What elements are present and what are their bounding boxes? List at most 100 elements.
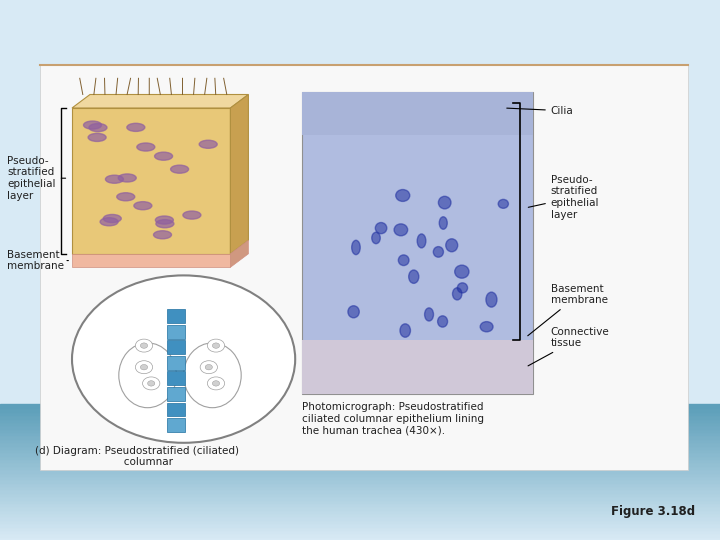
Bar [0,451,720,456]
Ellipse shape [498,199,508,208]
Ellipse shape [486,292,497,307]
Bar [0,478,720,483]
Ellipse shape [425,308,433,321]
Bar [0,532,720,537]
Bar [167,309,185,323]
Bar [0,407,720,411]
Ellipse shape [156,216,174,224]
Bar [0,498,720,503]
Circle shape [140,343,148,348]
Bar [0,441,720,445]
Bar [0,518,720,523]
Bar [0,431,720,435]
Bar [40,65,688,470]
Bar [0,464,720,469]
Text: (d) Diagram: Pseudostratified (ciliated)
       columnar: (d) Diagram: Pseudostratified (ciliated)… [35,446,239,467]
Ellipse shape [127,123,145,131]
Bar [302,92,533,394]
Circle shape [205,364,212,370]
Circle shape [135,339,153,352]
Bar [0,410,720,415]
Ellipse shape [446,239,458,252]
Ellipse shape [396,190,410,201]
Circle shape [212,381,220,386]
Bar [0,522,720,526]
Bar [0,475,720,480]
Bar [72,108,230,254]
Ellipse shape [105,175,123,183]
Ellipse shape [351,240,360,255]
Bar [0,444,720,449]
Bar [0,491,720,496]
Bar [0,417,720,422]
Bar [0,515,720,519]
Bar [0,448,720,453]
Text: Photomicrograph: Pseudostratified
ciliated columnar epithelium lining
the human : Photomicrograph: Pseudostratified ciliat… [302,402,485,435]
Ellipse shape [433,247,444,257]
Ellipse shape [137,143,155,151]
Polygon shape [230,94,248,254]
Circle shape [207,339,225,352]
Bar [0,525,720,530]
Ellipse shape [452,288,462,300]
Ellipse shape [480,322,493,332]
Text: Figure 3.18d: Figure 3.18d [611,505,695,518]
Ellipse shape [171,165,189,173]
Ellipse shape [134,201,152,210]
Circle shape [200,361,217,374]
Ellipse shape [119,343,176,408]
Ellipse shape [100,218,118,226]
Ellipse shape [375,222,387,234]
Bar [0,482,720,486]
Ellipse shape [372,232,380,244]
Ellipse shape [438,316,448,327]
Ellipse shape [398,255,409,266]
Text: Pseudo-
stratified
epithelial
layer: Pseudo- stratified epithelial layer [528,175,599,219]
Ellipse shape [153,231,171,239]
Bar [167,356,185,370]
Bar [0,509,720,513]
Ellipse shape [84,121,102,129]
Bar [72,254,230,267]
Bar [0,458,720,462]
Bar [0,421,720,426]
Ellipse shape [457,283,467,293]
Bar [0,505,720,510]
Text: Cilia: Cilia [507,106,574,116]
Bar [0,512,720,516]
Ellipse shape [455,265,469,278]
Polygon shape [72,94,248,108]
Ellipse shape [394,224,408,236]
Ellipse shape [118,174,136,182]
Circle shape [143,377,160,390]
Circle shape [135,361,153,374]
Circle shape [207,377,225,390]
Bar [0,468,720,472]
Bar [0,488,720,492]
Text: Pseudo-
stratified
epithelial
layer: Pseudo- stratified epithelial layer [7,156,66,200]
Bar [0,485,720,489]
Bar [302,92,533,135]
Ellipse shape [89,124,107,132]
Circle shape [148,381,155,386]
Ellipse shape [156,220,174,228]
Ellipse shape [400,324,410,338]
Ellipse shape [438,197,451,209]
Bar [0,502,720,507]
Bar [0,424,720,429]
Bar [0,0,720,459]
Bar [167,402,185,416]
Bar [167,372,185,386]
Text: Connective
tissue: Connective tissue [528,327,610,366]
Circle shape [212,343,220,348]
Bar [0,428,720,432]
Bar [0,495,720,500]
Circle shape [140,364,148,370]
Ellipse shape [88,133,106,141]
Text: Basement
membrane: Basement membrane [528,284,608,336]
Bar [0,437,720,442]
Ellipse shape [199,140,217,148]
Ellipse shape [103,214,121,222]
Ellipse shape [439,217,447,230]
Bar [302,340,533,394]
